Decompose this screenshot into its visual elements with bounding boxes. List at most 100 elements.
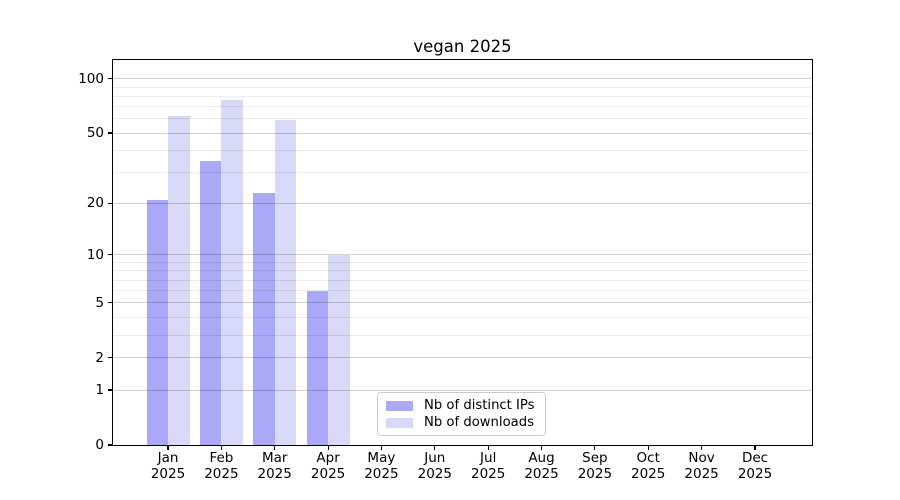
minor-gridline	[113, 290, 812, 292]
y-tick-label: 50	[86, 125, 104, 141]
minor-gridline	[113, 95, 812, 97]
y-tick-mark	[108, 132, 112, 134]
x-tick-year: 2025	[577, 466, 613, 482]
y-tick-label: 0	[95, 437, 104, 453]
x-tick-month: Oct	[636, 450, 660, 466]
y-tick-label: 1	[95, 382, 104, 398]
minor-gridline	[113, 106, 812, 108]
x-tick-month: Mar	[261, 450, 288, 466]
x-tick-label: Mar 2025	[240, 450, 310, 482]
y-tick-label: 100	[78, 70, 104, 87]
x-tick-month: Jan	[157, 450, 179, 466]
x-tick-year: 2025	[631, 466, 666, 482]
x-tick-year: 2025	[257, 466, 292, 482]
x-tick-year: 2025	[150, 466, 186, 482]
major-gridline	[113, 357, 812, 359]
legend-swatch-distinct-ips	[386, 400, 413, 411]
x-tick-month: Aug	[528, 450, 555, 466]
legend: Nb of distinct IPs Nb of downloads	[377, 392, 546, 436]
legend-label: Nb of distinct IPs	[424, 398, 535, 413]
x-tick-month: Dec	[741, 450, 769, 466]
x-tick-year: 2025	[204, 466, 239, 482]
major-gridline	[113, 202, 812, 204]
y-tick-mark	[108, 202, 112, 204]
x-tick-label: May 2025	[346, 450, 416, 482]
minor-gridline	[113, 172, 812, 173]
x-tick-label: Jun 2025	[400, 450, 470, 482]
x-tick-year: 2025	[524, 466, 559, 482]
x-tick-label: Oct 2025	[613, 450, 683, 482]
bar-downloads-0	[168, 116, 190, 445]
legend-swatch-downloads	[386, 417, 413, 428]
x-tick-mark	[647, 446, 649, 450]
x-tick-mark	[701, 446, 703, 450]
y-tick-mark	[108, 444, 112, 446]
y-tick-label: 10	[86, 246, 104, 263]
x-tick-label: Feb 2025	[186, 450, 256, 482]
y-tick-mark	[108, 389, 112, 391]
x-tick-year: 2025	[684, 466, 719, 482]
x-tick-mark	[487, 446, 489, 450]
x-tick-year: 2025	[471, 466, 506, 482]
y-tick-mark	[108, 302, 112, 304]
bar-distinct-ips-2	[253, 192, 275, 445]
x-tick-month: Sep	[582, 450, 608, 466]
x-tick-month: May	[367, 450, 396, 466]
minor-gridline	[113, 270, 812, 272]
minor-gridline	[113, 279, 812, 281]
bar-downloads-1	[221, 100, 243, 445]
major-gridline	[113, 254, 812, 256]
minor-gridline	[113, 334, 812, 336]
bar-distinct-ips-1	[199, 160, 222, 445]
minor-gridline	[113, 261, 812, 263]
x-tick-month: Jun	[424, 450, 446, 466]
x-tick-mark	[434, 446, 436, 450]
y-tick-label: 2	[95, 349, 104, 366]
x-tick-label: Jan 2025	[133, 450, 203, 482]
x-tick-label: Aug 2025	[507, 450, 577, 482]
bar-distinct-ips-0	[146, 199, 168, 445]
x-tick-label: Nov 2025	[667, 450, 737, 482]
minor-gridline	[113, 86, 812, 88]
bar-downloads-2	[274, 120, 297, 445]
x-tick-month: Nov	[688, 450, 715, 466]
x-tick-mark	[594, 446, 596, 450]
y-tick-label: 20	[86, 195, 104, 212]
legend-row: Nb of downloads	[386, 414, 535, 431]
y-tick-mark	[108, 78, 112, 80]
major-gridline	[113, 78, 812, 80]
x-tick-mark	[220, 446, 222, 450]
x-tick-label: Apr 2025	[293, 450, 363, 482]
major-gridline	[113, 389, 812, 391]
bar-downloads-3	[328, 254, 350, 445]
minor-gridline	[113, 316, 812, 318]
minor-gridline	[113, 149, 812, 151]
x-tick-year: 2025	[737, 466, 773, 482]
major-gridline	[113, 302, 812, 304]
major-gridline	[113, 132, 812, 134]
x-tick-year: 2025	[364, 466, 399, 482]
x-tick-label: Sep 2025	[560, 450, 630, 482]
legend-label: Nb of downloads	[424, 415, 534, 430]
x-tick-month: Jul	[480, 450, 497, 466]
x-tick-year: 2025	[310, 466, 346, 482]
x-tick-mark	[327, 446, 329, 450]
x-tick-label: Dec 2025	[720, 450, 790, 482]
y-tick-mark	[108, 357, 112, 359]
x-tick-mark	[274, 446, 276, 450]
y-tick-label: 5	[95, 294, 104, 311]
x-tick-month: Apr	[316, 450, 340, 466]
legend-row: Nb of distinct IPs	[386, 397, 535, 414]
x-tick-label: Jul 2025	[453, 450, 523, 482]
x-tick-mark	[380, 446, 382, 450]
x-tick-mark	[540, 446, 543, 450]
chart-title: vegan 2025	[413, 37, 512, 56]
minor-gridline	[113, 118, 812, 120]
y-tick-mark	[108, 254, 112, 256]
x-tick-mark	[754, 446, 756, 450]
x-tick-year: 2025	[417, 466, 452, 482]
x-tick-mark	[167, 446, 169, 450]
bar-distinct-ips-3	[306, 290, 329, 445]
x-tick-month: Feb	[209, 450, 234, 466]
